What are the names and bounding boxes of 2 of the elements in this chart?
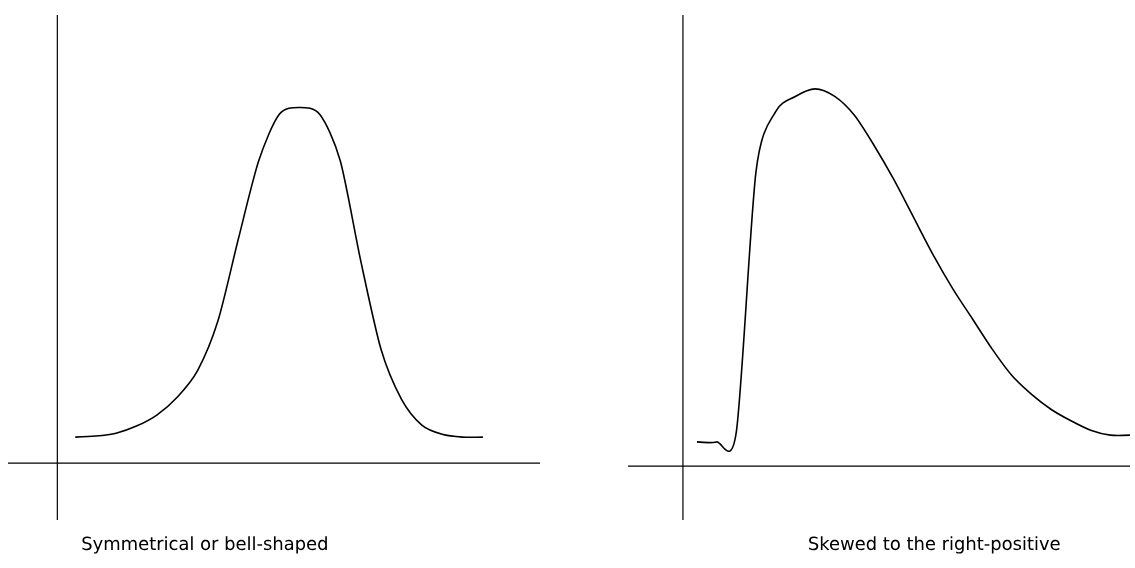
x-axis-title: Skewed to the right-positive — [809, 536, 1060, 554]
x-axis-title: Symmetrical or bell-shaped — [82, 536, 327, 554]
